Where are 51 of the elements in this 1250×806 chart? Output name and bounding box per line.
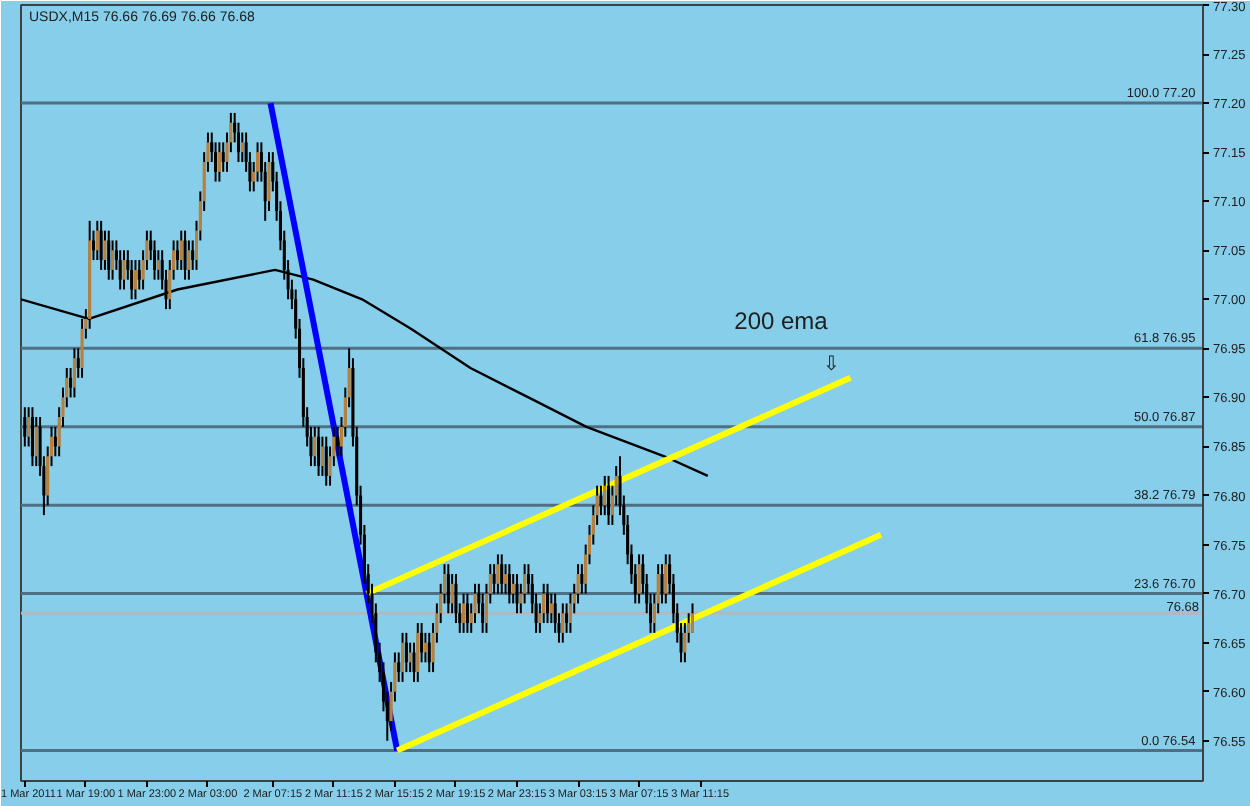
candlestick: [427, 631, 431, 674]
candlestick: [30, 406, 34, 468]
candlestick: [568, 592, 572, 634]
candlestick: [80, 317, 84, 379]
candlestick: [545, 582, 550, 625]
candlestick: [153, 239, 157, 281]
candlestick: [217, 141, 221, 183]
candlestick: [599, 484, 603, 517]
candlestick: [236, 121, 240, 163]
candlestick: [72, 347, 76, 399]
candlestick: [324, 435, 328, 487]
candlestick: [107, 229, 111, 281]
candlestick: [481, 592, 485, 634]
candlestick: [462, 592, 466, 634]
candlestick: [496, 553, 500, 595]
candlestick: [408, 641, 412, 674]
candlestick: [637, 553, 641, 605]
candlestick: [515, 573, 519, 615]
candlestick: [122, 249, 126, 291]
candlestick: [187, 239, 191, 281]
candlestick: [549, 592, 553, 625]
candlestick: [23, 406, 27, 448]
candlestick: [317, 425, 321, 477]
candlestick: [256, 141, 260, 183]
candlestick: [446, 563, 450, 615]
candlestick: [607, 474, 611, 526]
candlestick: [523, 563, 527, 605]
candlestick: [507, 563, 511, 605]
candlestick: [473, 582, 477, 625]
candlestick: [183, 229, 187, 281]
candlestick: [99, 219, 103, 271]
candlestick: [576, 563, 580, 605]
candlestick: [313, 425, 317, 468]
candlestick: [111, 239, 115, 281]
candlestick: [664, 553, 668, 605]
candlestick: [404, 631, 408, 674]
candlestick: [454, 573, 458, 625]
candlestick: [561, 602, 565, 644]
annotation: 200 ema: [734, 307, 829, 335]
candlestick: [416, 622, 420, 683]
candlestick: [465, 592, 469, 634]
candlestick: [214, 141, 218, 183]
candlestick: [267, 151, 271, 213]
candlestick: [336, 425, 340, 458]
candlestick: [95, 219, 99, 262]
candlestick: [423, 631, 427, 664]
candlestick: [603, 474, 607, 517]
annotation: ⇩: [823, 354, 839, 376]
candlestick: [401, 631, 405, 683]
candlestick: [500, 553, 504, 595]
candlestick: [542, 582, 546, 625]
